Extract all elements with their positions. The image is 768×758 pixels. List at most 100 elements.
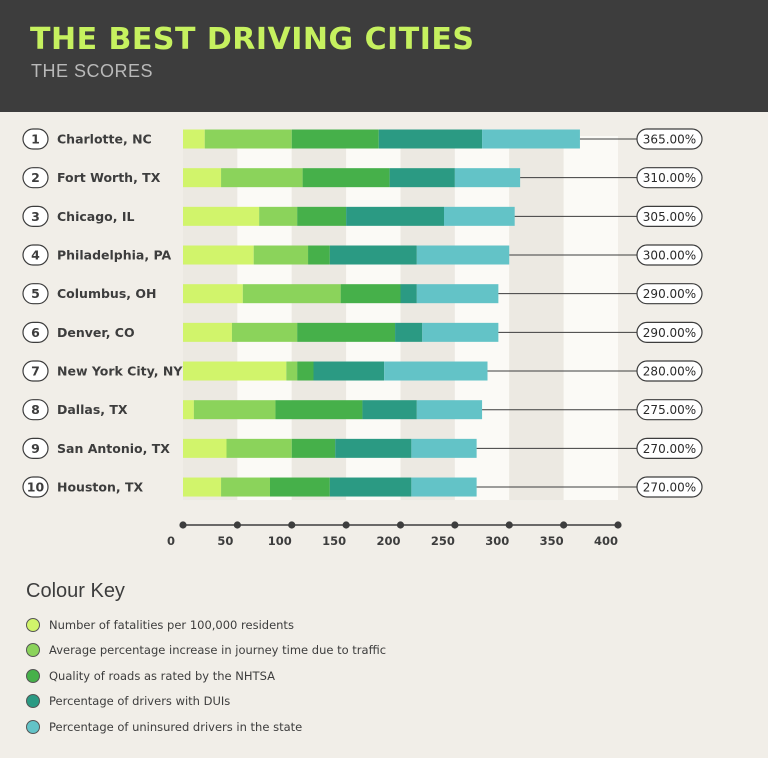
bar-segment	[308, 245, 330, 265]
header-banner: THE BEST DRIVING CITIES THE SCORES	[0, 0, 768, 112]
rank-number: 6	[31, 325, 40, 340]
x-tick-label: 50	[217, 534, 233, 548]
bar-segment	[395, 322, 423, 342]
bar-segment	[221, 477, 270, 497]
bar-segment	[183, 206, 260, 226]
bar-segment	[297, 361, 314, 381]
bar-segment	[454, 168, 521, 188]
x-tick-dot	[451, 521, 459, 529]
x-tick-dot	[505, 521, 513, 529]
bar-segment	[362, 400, 417, 420]
x-tick-dot	[560, 521, 568, 529]
bar-segment	[291, 438, 336, 458]
bar-segment	[221, 168, 303, 188]
bar-segment	[291, 129, 379, 149]
rank-number: 3	[31, 209, 40, 224]
rank-badge	[22, 128, 49, 150]
rank-number: 1	[31, 132, 40, 147]
city-label: Philadelphia, PA	[57, 248, 171, 263]
x-tick-label: 100	[268, 534, 292, 548]
legend-item: Percentage of uninsured drivers in the s…	[26, 714, 386, 740]
bar-segment	[259, 206, 298, 226]
total-badge	[636, 476, 703, 498]
x-tick-label: 150	[322, 534, 346, 548]
x-tick-label: 300	[485, 534, 509, 548]
city-label: San Antonio, TX	[57, 441, 170, 456]
x-tick-dot	[614, 521, 622, 529]
rank-badge	[22, 244, 49, 266]
bar-segment	[378, 129, 483, 149]
total-badge	[636, 399, 703, 421]
rank-badge	[22, 476, 49, 498]
bar-segment	[297, 322, 396, 342]
bar-segment	[226, 438, 292, 458]
total-badge	[636, 360, 703, 382]
x-tick-label: 200	[376, 534, 400, 548]
legend-label: Average percentage increase in journey t…	[49, 643, 387, 658]
bar-segment	[340, 284, 401, 304]
bar-segment	[183, 322, 232, 342]
bar-segment	[411, 477, 477, 497]
bar-segment	[416, 284, 499, 304]
bar-segment	[384, 361, 488, 381]
legend-item: Quality of roads as rated by the NHTSA	[26, 663, 386, 689]
rank-number: 8	[31, 402, 40, 417]
city-label: New York City, NY	[57, 364, 183, 379]
bar-segment	[183, 284, 243, 304]
bar-segment	[204, 129, 292, 149]
bar-segment	[231, 322, 298, 342]
city-label: Fort Worth, TX	[57, 170, 161, 185]
total-label: 365.00%	[643, 133, 696, 147]
bar-segment	[416, 245, 510, 265]
x-tick-dot	[233, 521, 241, 529]
total-label: 280.00%	[643, 365, 696, 379]
bar-segment	[297, 206, 347, 226]
page-subtitle: THE SCORES	[31, 61, 154, 81]
stacked-bar-chart: 1 Charlotte, NC 365.00% 2 Fort Worth, TX 310.…	[22, 128, 703, 548]
rank-badge	[22, 321, 49, 343]
city-label: Houston, TX	[57, 480, 143, 495]
bar-segment	[422, 322, 499, 342]
rank-number: 4	[31, 248, 40, 263]
rank-badge	[22, 283, 49, 305]
rank-number: 9	[31, 441, 40, 456]
legend-label: Number of fatalities per 100,000 residen…	[49, 617, 294, 632]
rank-number: 2	[31, 170, 40, 185]
rank-badge	[22, 205, 49, 227]
bar-segment	[444, 206, 515, 226]
total-badge	[636, 244, 703, 266]
legend-swatch	[26, 719, 40, 734]
bar-segment	[193, 400, 276, 420]
total-badge	[636, 321, 703, 343]
bar-segment	[416, 400, 483, 420]
legend-label: Percentage of uninsured drivers in the s…	[49, 719, 303, 734]
total-label: 290.00%	[643, 287, 696, 301]
legend-swatch	[26, 694, 40, 709]
total-badge	[636, 205, 703, 227]
bar-segment	[183, 400, 194, 420]
page-title: THE BEST DRIVING CITIES	[30, 22, 475, 57]
bar-segment	[302, 168, 390, 188]
total-badge	[636, 167, 703, 189]
rank-number: 7	[31, 364, 40, 379]
city-label: Charlotte, NC	[57, 132, 152, 147]
legend-label: Quality of roads as rated by the NHTSA	[49, 668, 275, 683]
bar-segment	[482, 129, 580, 149]
legend-item: Percentage of drivers with DUIs	[26, 689, 386, 715]
x-tick-dot	[396, 521, 405, 529]
x-tick-dot	[342, 521, 350, 529]
city-label: Columbus, OH	[57, 286, 156, 301]
rank-badge	[22, 360, 49, 382]
city-label: Chicago, IL	[57, 209, 134, 224]
total-badge	[636, 283, 703, 305]
total-label: 275.00%	[643, 403, 696, 417]
bar-segment	[313, 361, 385, 381]
total-label: 270.00%	[643, 442, 696, 456]
city-label: Dallas, TX	[57, 402, 128, 417]
bar-segment	[270, 477, 330, 497]
rank-number: 5	[31, 286, 40, 301]
bar-segment	[253, 245, 309, 265]
legend-swatch	[26, 617, 40, 632]
rank-badge	[22, 167, 49, 189]
legend-swatch	[26, 643, 40, 658]
